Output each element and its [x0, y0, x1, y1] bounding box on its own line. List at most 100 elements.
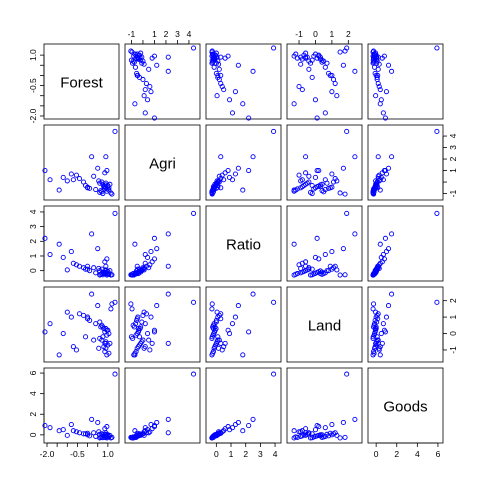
- point-agri-vs-land-8: [306, 179, 312, 185]
- point-land-vs-forest-10: [100, 334, 106, 340]
- point-goods-vs-forest-29: [64, 432, 70, 438]
- point-agri-vs-forest-34: [60, 174, 66, 180]
- panel-land-agri: [124, 286, 201, 363]
- point-agri-vs-land-29: [334, 178, 340, 184]
- point-goods-vs-land-25: [303, 426, 309, 432]
- x-tick-label-forest-3: -0.5: [70, 449, 85, 459]
- point-ratio-vs-goods-40: [382, 235, 388, 241]
- point-land-vs-goods-39: [377, 352, 383, 358]
- diagonal-label-layer: Forest Agri Ratio Land Goods: [60, 75, 427, 416]
- point-agri-vs-forest-29: [64, 178, 70, 184]
- point-goods-vs-forest-36: [68, 421, 74, 428]
- point-forest-vs-land-36: [329, 89, 335, 95]
- point-agri-vs-forest-16: [98, 188, 104, 194]
- point-goods-vs-forest-35: [47, 425, 53, 431]
- point-ratio-vs-land-2: [294, 271, 300, 277]
- point-goods-vs-forest-23: [73, 429, 79, 435]
- point-forest-vs-agri-35: [142, 110, 148, 116]
- point-forest-vs-agri-44: [135, 56, 141, 62]
- point-agri-vs-ratio-35: [229, 177, 236, 183]
- point-goods-vs-agri-44: [135, 433, 141, 439]
- point-goods-vs-forest-40: [42, 423, 48, 429]
- point-ratio-vs-land-43: [303, 263, 309, 269]
- point-agri-vs-ratio-45: [215, 178, 222, 184]
- point-forest-vs-land-2: [294, 55, 300, 61]
- point-forest-vs-goods-34: [378, 97, 384, 103]
- y-tick-label-agri-0: -1: [448, 190, 458, 198]
- point-ratio-vs-agri-44: [135, 271, 141, 277]
- x-tick-label-land-2: 1: [330, 29, 335, 39]
- panel-land-land: [286, 286, 363, 363]
- point-land-vs-forest-23: [73, 347, 79, 353]
- point-goods-vs-land-43: [303, 430, 309, 436]
- point-ratio-vs-forest-18: [93, 270, 99, 276]
- point-forest-vs-goods-33: [374, 74, 380, 80]
- point-ratio-vs-forest-36: [68, 249, 74, 255]
- point-land-vs-forest-28: [97, 319, 103, 325]
- point-agri-vs-land-36: [329, 171, 335, 177]
- point-goods-vs-forest-45: [96, 429, 102, 435]
- point-land-vs-ratio-31: [209, 301, 215, 307]
- point-land-vs-ratio-43: [218, 340, 224, 346]
- point-land-vs-goods-35: [380, 321, 386, 327]
- point-land-vs-agri-26: [151, 327, 157, 333]
- point-forest-vs-agri-18: [132, 64, 139, 70]
- point-forest-vs-land-21: [330, 76, 337, 83]
- point-forest-vs-goods-36: [383, 89, 390, 95]
- point-ratio-vs-land-45: [298, 265, 304, 272]
- point-forest-vs-ratio-35: [229, 110, 236, 116]
- point-goods-vs-land-33: [309, 431, 315, 437]
- point-forest-vs-ratio-41: [218, 72, 224, 78]
- point-agri-vs-goods-42: [434, 128, 440, 134]
- x-tick-label-land-1: 0: [313, 29, 318, 39]
- point-land-vs-forest-30: [108, 306, 114, 312]
- point-ratio-vs-land-39: [291, 241, 297, 247]
- x-tick-label-land-0: -1: [295, 29, 303, 39]
- point-land-vs-goods-28: [374, 319, 380, 325]
- point-agri-vs-ratio-24: [221, 177, 227, 183]
- point-land-vs-agri-37: [154, 303, 160, 309]
- point-agri-vs-forest-32: [91, 173, 97, 179]
- point-agri-vs-ratio-39: [240, 187, 246, 193]
- point-land-vs-goods-32: [375, 337, 381, 343]
- point-ratio-vs-land-8: [306, 266, 312, 272]
- point-agri-vs-forest-31: [109, 191, 115, 197]
- point-goods-vs-ratio-38: [250, 416, 256, 422]
- y-tick-label-goods-0: 0: [28, 432, 38, 437]
- point-agri-vs-ratio-43: [218, 154, 224, 160]
- point-land-vs-ratio-34: [226, 330, 233, 337]
- point-forest-vs-agri-37: [154, 62, 160, 68]
- point-ratio-vs-goods-39: [377, 241, 383, 247]
- point-ratio-vs-land-37: [340, 246, 346, 252]
- point-ratio-vs-forest-35: [47, 251, 53, 258]
- point-goods-vs-agri-36: [148, 421, 154, 428]
- point-forest-vs-ratio-31: [209, 48, 215, 54]
- point-goods-vs-forest-37: [95, 419, 101, 426]
- point-land-vs-goods-34: [378, 330, 384, 337]
- diagonal-label-goods: Goods: [383, 399, 427, 416]
- point-land-vs-agri-31: [128, 301, 134, 307]
- point-agri-vs-forest-35: [47, 177, 53, 183]
- point-land-vs-agri-35: [142, 321, 148, 327]
- point-land-vs-agri-25: [149, 340, 155, 346]
- point-agri-vs-forest-39: [56, 187, 62, 193]
- point-agri-vs-forest-18: [93, 186, 99, 193]
- point-land-vs-ratio-8: [215, 337, 221, 343]
- point-agri-vs-land-35: [322, 177, 328, 183]
- point-land-vs-goods-44: [372, 326, 378, 332]
- point-goods-vs-land-38: [352, 416, 358, 422]
- y-tick-label-agri-4: 3: [448, 145, 458, 150]
- point-land-vs-forest-38: [89, 291, 95, 297]
- point-goods-vs-land-31: [342, 434, 348, 440]
- point-agri-vs-goods-41: [375, 185, 381, 191]
- point-agri-vs-land-31: [342, 191, 348, 197]
- point-land-vs-agri-43: [165, 340, 171, 346]
- point-agri-vs-forest-23: [73, 172, 79, 178]
- point-goods-vs-agri-40: [151, 423, 157, 429]
- point-goods-vs-land-2: [294, 434, 300, 440]
- point-ratio-vs-forest-37: [95, 246, 101, 252]
- point-agri-vs-land-26: [316, 167, 322, 174]
- point-ratio-vs-goods-45: [376, 265, 382, 272]
- point-ratio-vs-goods-42: [434, 210, 440, 216]
- point-land-vs-forest-29: [64, 309, 70, 315]
